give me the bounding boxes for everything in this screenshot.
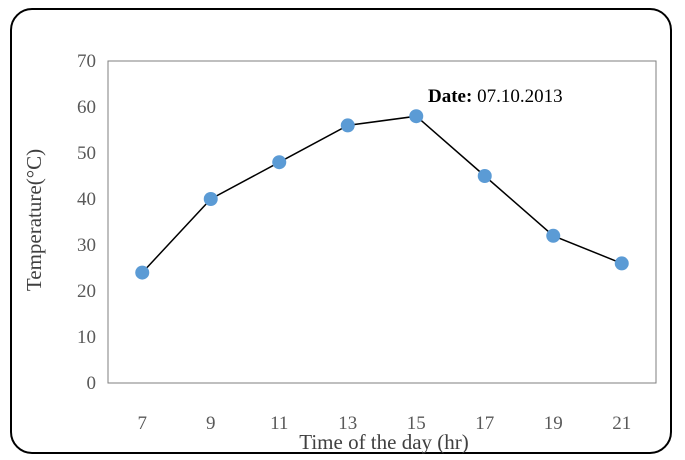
data-point: [135, 265, 150, 280]
y-tick-label: 50: [77, 143, 96, 164]
date-annotation-value: 07.10.2013: [472, 86, 562, 107]
data-point: [477, 169, 492, 183]
data-point: [546, 228, 561, 243]
y-tick-labels: 0 10 20 30 40 50 60 70: [77, 51, 96, 394]
x-tick-label: 11: [270, 413, 288, 434]
x-tick-labels: 7 9 11 13 15 17 19 21: [138, 413, 632, 434]
x-tick-label: 9: [206, 413, 216, 434]
date-annotation-label: Date:: [428, 86, 472, 107]
x-tick-label: 15: [407, 413, 426, 434]
y-tick-label: 0: [87, 373, 97, 394]
date-annotation: Date: 07.10.2013: [428, 86, 563, 107]
x-axis-title: Time of the day (hr): [299, 430, 469, 454]
series-line: [141, 115, 623, 274]
plot-area: [107, 60, 657, 384]
x-tick-label: 21: [612, 413, 631, 434]
y-tick-label: 30: [77, 235, 96, 256]
data-point: [614, 256, 629, 271]
chart-frame: [10, 8, 672, 454]
data-point: [203, 192, 218, 206]
x-tick-label: 17: [475, 413, 494, 434]
y-axis-title: Temperature(°C): [22, 149, 46, 291]
y-tick-label: 20: [77, 281, 96, 302]
data-point: [340, 118, 355, 133]
data-point: [409, 109, 424, 124]
y-tick-label: 70: [77, 51, 96, 72]
data-point: [272, 155, 287, 170]
data-points: [135, 109, 629, 280]
y-tick-label: 60: [77, 97, 96, 118]
x-tick-label: 7: [138, 413, 148, 434]
x-tick-label: 13: [338, 413, 357, 434]
y-tick-label: 40: [77, 189, 96, 210]
x-tick-label: 19: [544, 413, 563, 434]
y-tick-label: 10: [77, 327, 96, 348]
